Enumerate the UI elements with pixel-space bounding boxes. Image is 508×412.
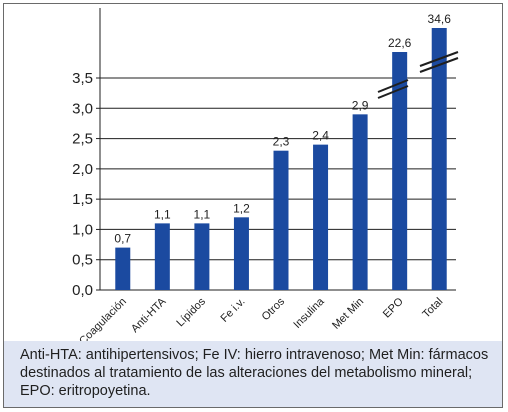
bar xyxy=(352,114,368,290)
bar xyxy=(273,150,289,290)
bar xyxy=(431,28,447,290)
break-slash xyxy=(377,79,409,93)
bar xyxy=(392,52,408,290)
axis-break-marks xyxy=(377,51,459,99)
y-tick-label: 0,0 xyxy=(72,282,93,299)
value-label: 22,6 xyxy=(388,36,412,50)
bar xyxy=(194,223,210,290)
caption-text: Anti-HTA: antihipertensivos; Fe IV: hier… xyxy=(20,347,489,399)
value-labels: 0,7 1,1 1,1 1,2 2,3 2,4 2,9 22,6 34,6 xyxy=(114,12,451,246)
value-label: 34,6 xyxy=(428,12,452,26)
x-tick-label: Insulina xyxy=(291,295,327,331)
value-label: 2,3 xyxy=(273,135,290,149)
break-slash xyxy=(377,85,409,99)
value-label: 1,1 xyxy=(194,207,211,221)
y-tick-label: 1,0 xyxy=(72,221,93,238)
y-tick-label: 3,5 xyxy=(72,70,93,87)
value-label: 1,1 xyxy=(154,207,171,221)
y-axis: 0,0 0,5 1,0 1,5 2,0 2,5 3,0 3,5 xyxy=(72,8,101,299)
bar xyxy=(313,144,329,290)
value-label: 2,9 xyxy=(352,98,369,112)
y-tick-label: 3,0 xyxy=(72,100,93,117)
bar xyxy=(115,247,131,290)
y-tick-label: 1,5 xyxy=(72,191,93,208)
y-tick-label: 2,0 xyxy=(72,161,93,178)
x-axis-labels: Coagulación Anti-HTA Lípidos Fe i.v. Otros In… xyxy=(77,295,445,341)
value-label: 1,2 xyxy=(233,201,250,215)
x-tick-label: Total xyxy=(420,296,445,321)
y-tick-label: 2,5 xyxy=(72,131,93,148)
value-label: 0,7 xyxy=(114,232,131,246)
x-tick-label: Fe i.v. xyxy=(218,296,247,325)
bars xyxy=(115,28,447,290)
x-tick-label: Coagulación xyxy=(77,296,129,341)
bar xyxy=(233,217,249,290)
x-tick-label: Met Min xyxy=(330,296,366,332)
value-label: 2,4 xyxy=(312,129,329,143)
caption-box: Anti-HTA: antihipertensivos; Fe IV: hier… xyxy=(3,341,503,408)
bar xyxy=(154,223,170,290)
x-tick-label: EPO xyxy=(381,295,406,320)
break-slash xyxy=(419,57,459,73)
bar-chart: 0,0 0,5 1,0 1,5 2,0 2,5 3,0 3,5 0,7 1,1 1,1 1,2 2,3… xyxy=(72,8,459,341)
x-tick-label: Otros xyxy=(260,295,288,323)
x-tick-label: Lípidos xyxy=(174,295,208,329)
break-slash xyxy=(419,51,459,67)
figure-frame xyxy=(3,3,503,408)
x-tick-label: Anti-HTA xyxy=(129,295,169,335)
y-tick-label: 0,5 xyxy=(72,252,93,269)
